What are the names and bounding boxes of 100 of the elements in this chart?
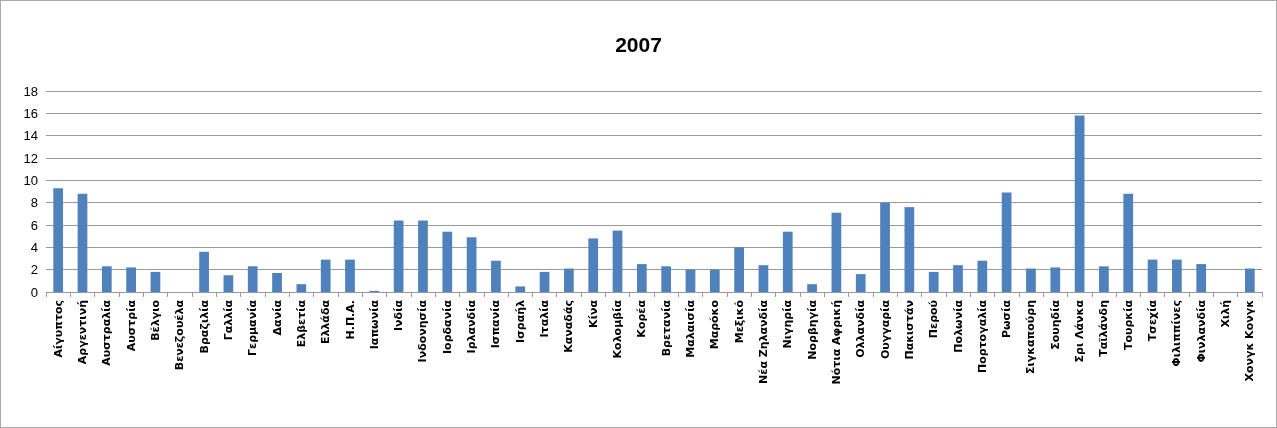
y-tick-label: 12 — [23, 150, 38, 166]
x-tick-label: Πορτογαλία — [975, 299, 989, 374]
bar — [564, 268, 574, 292]
bar — [53, 188, 64, 292]
x-tick-label: Πακιστάν — [902, 300, 916, 360]
x-tick-label: Τσεχία — [1146, 299, 1160, 342]
x-tick-label: Γερμανία — [246, 299, 260, 356]
bar — [1001, 192, 1012, 292]
x-tick-label: Ιρλανδία — [465, 299, 479, 354]
x-tick-label: Δανία — [270, 299, 284, 336]
bar — [272, 273, 282, 292]
x-tick-label: Ρωσία — [1000, 299, 1014, 339]
x-tick-label: Ισπανία — [489, 299, 503, 349]
bar — [880, 202, 890, 292]
x-tick-label: Βρετανία — [659, 299, 673, 357]
x-tick-label: Χιλή — [1219, 300, 1233, 328]
x-tick-label: Κίνα — [586, 299, 600, 328]
bar — [393, 220, 404, 292]
x-tick-label: Ιταλία — [538, 299, 552, 338]
bar — [831, 212, 842, 292]
bar — [855, 274, 866, 292]
y-tick-label: 16 — [23, 105, 38, 121]
bar — [199, 251, 209, 292]
y-tick-label: 8 — [30, 195, 38, 211]
x-tick-label: Σρι Λάνκα — [1073, 299, 1087, 363]
bar — [588, 238, 599, 292]
x-tick-label: Ουγγαρία — [878, 299, 892, 360]
x-tick-label: Ταϊλάνδη — [1097, 300, 1111, 357]
y-tick-label: 18 — [23, 83, 38, 99]
x-tick-label: Μεξικό — [732, 299, 746, 344]
bar — [1244, 268, 1255, 292]
x-tick-label: Ιαπωνία — [367, 299, 381, 350]
bar — [466, 237, 477, 292]
x-tick-label: Ολλανδία — [854, 299, 868, 358]
bar — [77, 193, 88, 292]
x-tick-label: Τουρκία — [1121, 299, 1135, 351]
y-tick-label: 14 — [23, 128, 38, 144]
x-tick-label: Κορέα — [635, 299, 649, 338]
x-tick-label: Ινδία — [392, 299, 406, 331]
x-tick-label: Ινδονησία — [416, 299, 430, 363]
bar — [296, 284, 307, 292]
x-tick-label: Ελλάδα — [319, 299, 333, 345]
bar — [1196, 264, 1207, 292]
x-tick-label: Βραζιλία — [197, 299, 211, 354]
bar — [418, 220, 428, 292]
bar — [247, 266, 258, 292]
x-tick-label: Νορβηγία — [805, 299, 819, 360]
x-tick-label: Καναδάς — [562, 300, 576, 353]
bar — [904, 207, 915, 292]
x-tick-label: Βενεζουέλα — [173, 299, 187, 371]
x-tick-label: Περού — [927, 300, 941, 339]
bar — [320, 259, 331, 292]
bar — [539, 271, 550, 292]
bar — [1123, 193, 1134, 292]
y-tick-label: 0 — [30, 284, 38, 300]
x-tick-label: Φινλανδία — [1194, 299, 1208, 363]
bar — [661, 266, 672, 292]
bar — [685, 269, 696, 292]
bar — [636, 264, 647, 292]
x-tick-label: Σουηδία — [1048, 299, 1062, 350]
bar — [1147, 259, 1158, 292]
x-tick-label: Νέα Ζηλανδία — [756, 299, 770, 384]
bar — [977, 260, 988, 292]
bar — [758, 265, 769, 292]
bar — [126, 267, 136, 292]
y-tick-label: 4 — [30, 239, 38, 255]
bar — [491, 260, 501, 292]
x-tick-label: Αυστραλία — [100, 299, 114, 366]
bar — [1026, 268, 1036, 292]
x-tick-label: Ιορδανία — [440, 299, 454, 354]
bar — [1099, 266, 1109, 292]
x-tick-label: Πολωνία — [951, 299, 965, 353]
bar — [928, 271, 939, 292]
bar — [150, 271, 161, 292]
x-tick-label: Κολομβία — [611, 299, 625, 359]
bar — [1172, 259, 1182, 292]
chart-title: 2007 — [615, 33, 662, 56]
y-tick-label: 6 — [30, 217, 38, 233]
x-tick-label: Αυστρία — [124, 299, 138, 352]
bar — [953, 265, 963, 292]
bar — [1050, 267, 1061, 292]
y-tick-label: 2 — [30, 262, 38, 278]
x-tick-label: Μαλαισία — [683, 299, 697, 358]
bar — [442, 231, 453, 292]
x-tick-label: Η.Π.Α. — [343, 300, 357, 340]
x-tick-label: Νιγηρία — [781, 299, 795, 349]
x-tick-label: Ισραήλ — [513, 299, 527, 343]
x-tick-label: Γαλλία — [221, 299, 235, 341]
x-tick-label: Φιλιππίνες — [1170, 300, 1184, 367]
x-tick-label: Βέλγιο — [148, 299, 162, 341]
bar — [782, 231, 793, 292]
bar — [734, 247, 744, 292]
bar — [101, 266, 112, 292]
x-tick-label: Νότια Αφρική — [829, 300, 843, 385]
bar — [612, 230, 623, 292]
y-tick-label: 10 — [23, 172, 38, 188]
x-tick-label: Αργεντινή — [75, 300, 89, 365]
x-tick-label: Μαρόκο — [708, 299, 722, 350]
bar — [807, 284, 817, 292]
bar — [515, 286, 526, 292]
